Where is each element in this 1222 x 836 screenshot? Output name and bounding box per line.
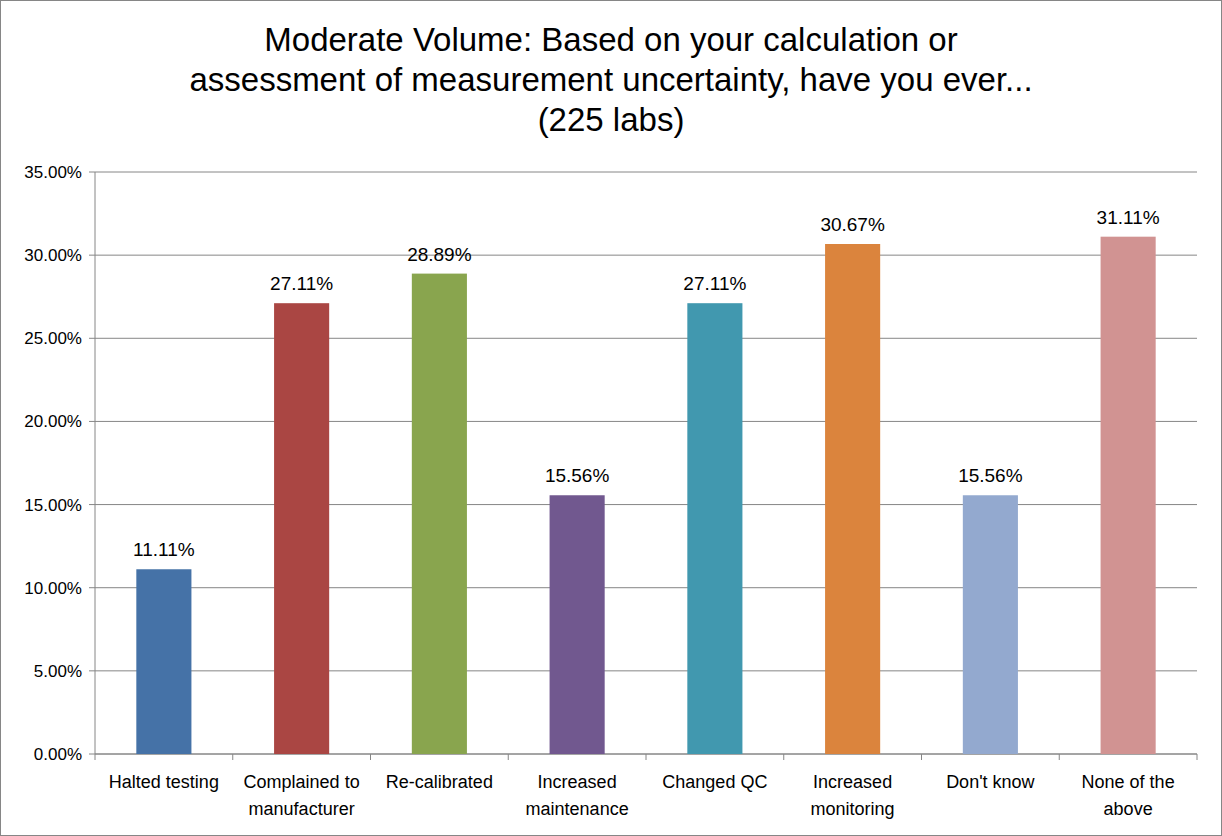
x-tick-label-line: manufacturer xyxy=(249,799,355,819)
y-tick-label: 25.00% xyxy=(24,329,82,348)
y-tick-label: 5.00% xyxy=(34,662,82,681)
x-tick-label: Re-calibrated xyxy=(386,772,493,792)
grid-line xyxy=(95,338,1197,339)
x-tick-label-line: Changed QC xyxy=(662,772,767,792)
x-tick-label-line: above xyxy=(1104,799,1153,819)
x-tick xyxy=(508,754,509,760)
x-tick-label-line: monitoring xyxy=(811,799,895,819)
chart-border xyxy=(1,1,1222,836)
y-tick xyxy=(89,670,95,671)
x-tick xyxy=(1197,754,1198,760)
x-tick xyxy=(95,754,96,760)
x-tick-label-line: Don't know xyxy=(946,772,1035,792)
grid-line xyxy=(95,504,1197,505)
bar xyxy=(1101,237,1156,754)
x-tick-label-line: Complained to xyxy=(244,772,360,792)
chart-title: (225 labs) xyxy=(538,101,685,138)
y-tick-label: 30.00% xyxy=(24,246,82,265)
bar xyxy=(963,495,1018,754)
y-axis xyxy=(95,172,96,754)
x-tick-label: Increased maintenance xyxy=(526,772,629,819)
y-tick xyxy=(89,338,95,339)
y-tick xyxy=(89,172,95,173)
bar xyxy=(136,569,191,754)
x-tick-label-line: Halted testing xyxy=(109,772,219,792)
y-tick xyxy=(89,421,95,422)
data-label: 15.56% xyxy=(958,465,1023,486)
data-label: 11.11% xyxy=(133,539,195,560)
bar xyxy=(687,303,742,754)
x-tick xyxy=(921,754,922,760)
bar xyxy=(412,274,467,754)
x-tick-label: Halted testing xyxy=(109,772,219,792)
x-tick xyxy=(232,754,233,760)
x-tick-label: Don't know xyxy=(946,772,1035,792)
bars xyxy=(136,237,1155,754)
data-label: 30.67% xyxy=(820,214,885,235)
chart-title: Moderate Volume: Based on your calculati… xyxy=(264,21,957,58)
x-tick xyxy=(1059,754,1060,760)
data-label: 15.56% xyxy=(545,465,610,486)
x-tick-label-line: Increased xyxy=(813,772,892,792)
data-label: 27.11% xyxy=(270,273,333,294)
grid-line xyxy=(95,255,1197,256)
x-tick xyxy=(646,754,647,760)
bar xyxy=(550,495,605,754)
bar xyxy=(825,244,880,754)
x-tick-label-line: Re-calibrated xyxy=(386,772,493,792)
x-tick-label: Complained to manufacturer xyxy=(244,772,360,819)
y-tick-label: 35.00% xyxy=(24,163,82,182)
y-tick xyxy=(89,754,95,755)
y-tick xyxy=(89,504,95,505)
data-label: 27.11% xyxy=(683,273,746,294)
chart-container: Moderate Volume: Based on your calculati… xyxy=(0,0,1222,836)
y-tick-label: 20.00% xyxy=(24,412,82,431)
grid-line xyxy=(95,421,1197,422)
y-tick xyxy=(89,587,95,588)
grid-line xyxy=(95,670,1197,671)
bar xyxy=(274,303,329,754)
grid-line xyxy=(95,172,1197,173)
chart-title: assessment of measurement uncertainty, h… xyxy=(189,61,1032,98)
y-tick xyxy=(89,255,95,256)
x-tick-label: None of the above xyxy=(1082,772,1175,819)
data-label: 31.11% xyxy=(1097,207,1160,228)
data-label: 28.89% xyxy=(407,244,472,265)
x-tick xyxy=(783,754,784,760)
y-tick-label: 0.00% xyxy=(34,745,82,764)
y-tick-label: 15.00% xyxy=(24,496,82,515)
x-tick-label-line: Increased xyxy=(538,772,617,792)
x-tick-label: Changed QC xyxy=(662,772,767,792)
x-tick-label: Increased monitoring xyxy=(811,772,895,819)
grid-line xyxy=(95,587,1197,588)
x-tick xyxy=(370,754,371,760)
x-tick-label-line: None of the xyxy=(1082,772,1175,792)
x-tick-label-line: maintenance xyxy=(526,799,629,819)
y-tick-label: 10.00% xyxy=(24,579,82,598)
chart-svg: Moderate Volume: Based on your calculati… xyxy=(0,0,1222,836)
